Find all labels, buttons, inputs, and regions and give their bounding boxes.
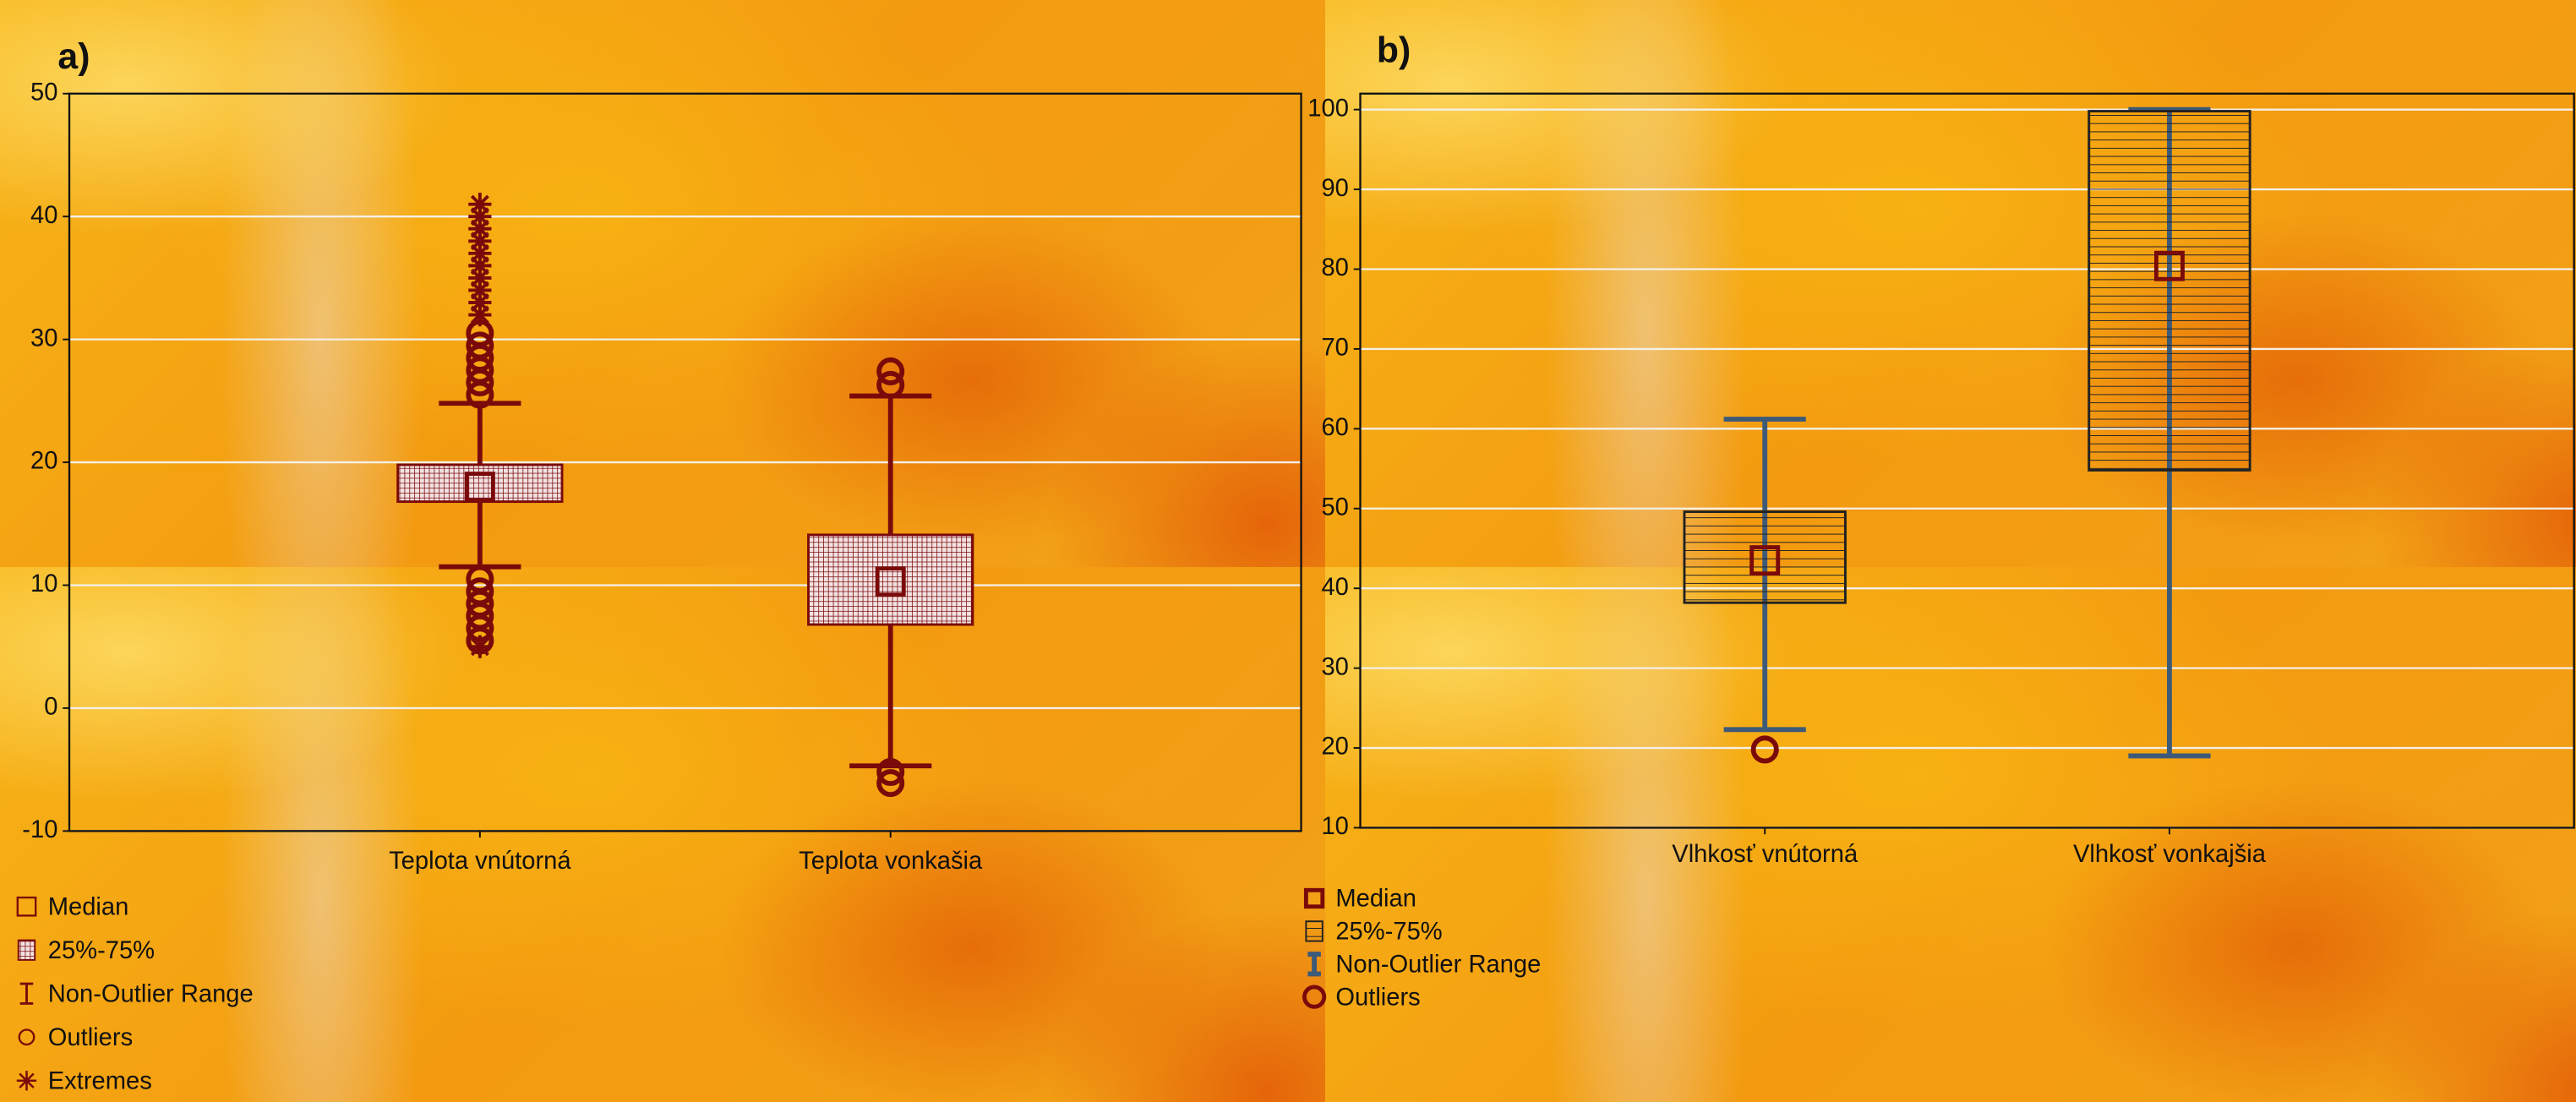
legend-label: Non-Outlier Range xyxy=(48,980,254,1007)
panel-label: b) xyxy=(1377,30,1411,70)
legend-icon xyxy=(1306,890,1322,906)
legend-icon xyxy=(20,984,34,1003)
y-tick-label: 70 xyxy=(1321,335,1348,362)
y-tick-label: 40 xyxy=(1321,574,1348,601)
y-tick-label: 100 xyxy=(1307,95,1349,122)
box xyxy=(398,465,562,502)
box xyxy=(2089,112,2250,471)
figure: a) -10 0 10 20 30 40 50 Teplota vnútorná Teplota … xyxy=(0,0,2576,1102)
panel-label: a) xyxy=(57,36,90,77)
extreme xyxy=(468,193,491,215)
legend-label: Outliers xyxy=(1335,984,1420,1011)
legend-icon xyxy=(19,1029,34,1044)
y-tick-label: 40 xyxy=(30,202,57,229)
extreme xyxy=(468,636,491,658)
page: a) -10 0 10 20 30 40 50 Teplota vnútorná Teplota … xyxy=(0,0,2576,1102)
outlier xyxy=(1754,738,1776,761)
y-tick-label: 50 xyxy=(30,79,57,106)
y-tick-label: 50 xyxy=(1321,494,1348,521)
y-tick-label: 60 xyxy=(1321,414,1348,441)
legend-label: 25%-75% xyxy=(48,937,155,964)
y-tick-label: 20 xyxy=(30,448,57,475)
box xyxy=(1684,512,1845,603)
y-tick-label: 20 xyxy=(1321,734,1348,761)
legend-label: Non-Outlier Range xyxy=(1335,951,1541,978)
legend-label: Extremes xyxy=(48,1067,152,1094)
y-tick-label: -10 xyxy=(22,816,57,843)
y-tick-label: 30 xyxy=(1321,653,1348,680)
legend-icon xyxy=(1304,987,1323,1007)
legend-label: Median xyxy=(48,893,129,920)
legend-icon xyxy=(1306,921,1322,941)
plot-frame xyxy=(1361,94,2574,828)
y-tick-label: 80 xyxy=(1321,254,1348,281)
box xyxy=(809,535,973,625)
legend-label: Outliers xyxy=(48,1024,133,1051)
x-tick-label: Teplota vnútorná xyxy=(389,848,571,875)
x-tick-label: Vlhkosť vonkajšia xyxy=(2073,841,2267,868)
x-tick-label: Teplota vonkašia xyxy=(799,848,983,875)
legend-icon xyxy=(17,1071,36,1090)
x-tick-label: Vlhkosť vnútorná xyxy=(1672,841,1858,868)
y-tick-label: 10 xyxy=(1321,813,1348,840)
legend-icon xyxy=(1307,954,1321,974)
legend-label: 25%-75% xyxy=(1335,919,1442,946)
y-tick-label: 90 xyxy=(1321,175,1348,202)
legend-icon xyxy=(18,897,35,915)
y-tick-label: 10 xyxy=(30,570,57,597)
y-tick-label: 0 xyxy=(44,694,57,721)
y-tick-label: 30 xyxy=(30,325,57,352)
legend-label: Median xyxy=(1335,886,1416,913)
legend-icon xyxy=(19,941,35,960)
